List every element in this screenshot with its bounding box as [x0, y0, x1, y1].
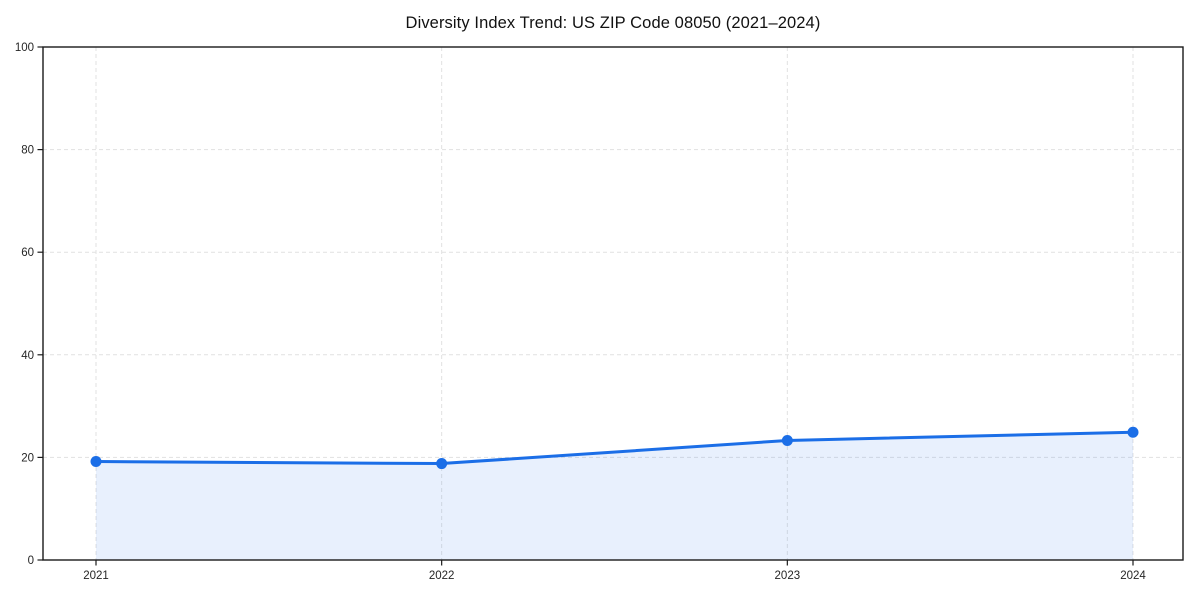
data-point-marker: [436, 458, 448, 470]
y-tick-label: 40: [21, 350, 34, 362]
chart-title: Diversity Index Trend: US ZIP Code 08050…: [405, 14, 821, 32]
y-tick-label: 80: [21, 145, 34, 157]
y-tick-label: 100: [15, 42, 34, 54]
y-tick-label: 0: [28, 555, 34, 567]
data-point-marker: [781, 434, 793, 446]
y-tick-label: 20: [21, 452, 34, 464]
data-point-marker: [90, 456, 102, 468]
y-tick-label: 60: [21, 247, 34, 259]
x-tick-label: 2021: [83, 570, 109, 582]
x-tick-label: 2022: [429, 570, 455, 582]
x-tick-label: 2023: [775, 570, 801, 582]
trend-line: [94, 430, 1135, 466]
plot-border: [42, 46, 1184, 561]
x-tick-label: 2024: [1120, 570, 1146, 582]
data-point-marker: [1127, 426, 1139, 438]
